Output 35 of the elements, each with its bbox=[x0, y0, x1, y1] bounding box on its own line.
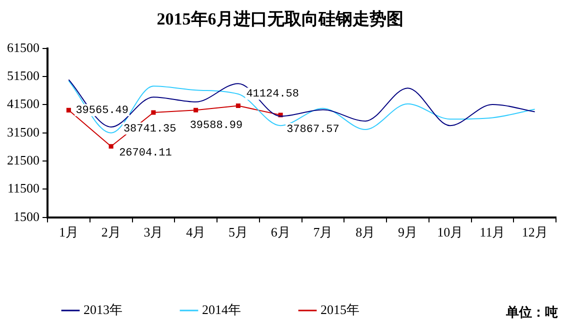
data-label: 39565.49 bbox=[76, 105, 128, 118]
x-tick-label: 6月 bbox=[270, 224, 290, 240]
point bbox=[66, 108, 71, 112]
point bbox=[151, 110, 156, 115]
y-tick-label: 51500 bbox=[7, 68, 40, 83]
legend-label: 2013年 bbox=[84, 302, 122, 317]
y-tick-label: 41500 bbox=[7, 96, 40, 112]
y-tick-label: 1500 bbox=[14, 208, 40, 224]
x-tick-label: 5月 bbox=[228, 224, 248, 240]
x-tick-label: 1月 bbox=[58, 224, 78, 240]
x-tick-label: 11月 bbox=[480, 224, 506, 240]
point bbox=[108, 144, 114, 149]
point bbox=[236, 104, 240, 108]
legend-label: 2015年 bbox=[320, 302, 360, 317]
data-label: 26704.11 bbox=[119, 147, 172, 160]
text: 单位：吨 bbox=[505, 304, 558, 320]
x-tick-label: 9月 bbox=[398, 224, 418, 240]
y-tick-label: 61500 bbox=[7, 40, 40, 55]
y-tick-label: 11500 bbox=[7, 180, 40, 196]
point bbox=[194, 108, 198, 112]
data-label: 39588.99 bbox=[190, 120, 243, 132]
x-tick-label: 8月 bbox=[356, 224, 376, 240]
x-tick-label: 3月 bbox=[144, 224, 164, 240]
data-label: 41124.58 bbox=[246, 88, 299, 101]
x-tick-label: 4月 bbox=[186, 224, 206, 240]
x-tick-label: 7月 bbox=[313, 224, 333, 240]
x-tick-label: 12月 bbox=[522, 224, 548, 240]
chart-title: 2015年6月进口无取向硅钢走势图 bbox=[156, 10, 404, 29]
x-tick-label: 10月 bbox=[437, 224, 464, 240]
data-label: 38741.35 bbox=[123, 123, 176, 136]
x-tick-label: 2月 bbox=[101, 224, 121, 240]
legend-label: 2014年 bbox=[202, 302, 241, 317]
y-tick-label: 21500 bbox=[7, 152, 40, 168]
y-tick-label: 31500 bbox=[7, 124, 40, 140]
data-label: 37867.57 bbox=[286, 124, 340, 136]
